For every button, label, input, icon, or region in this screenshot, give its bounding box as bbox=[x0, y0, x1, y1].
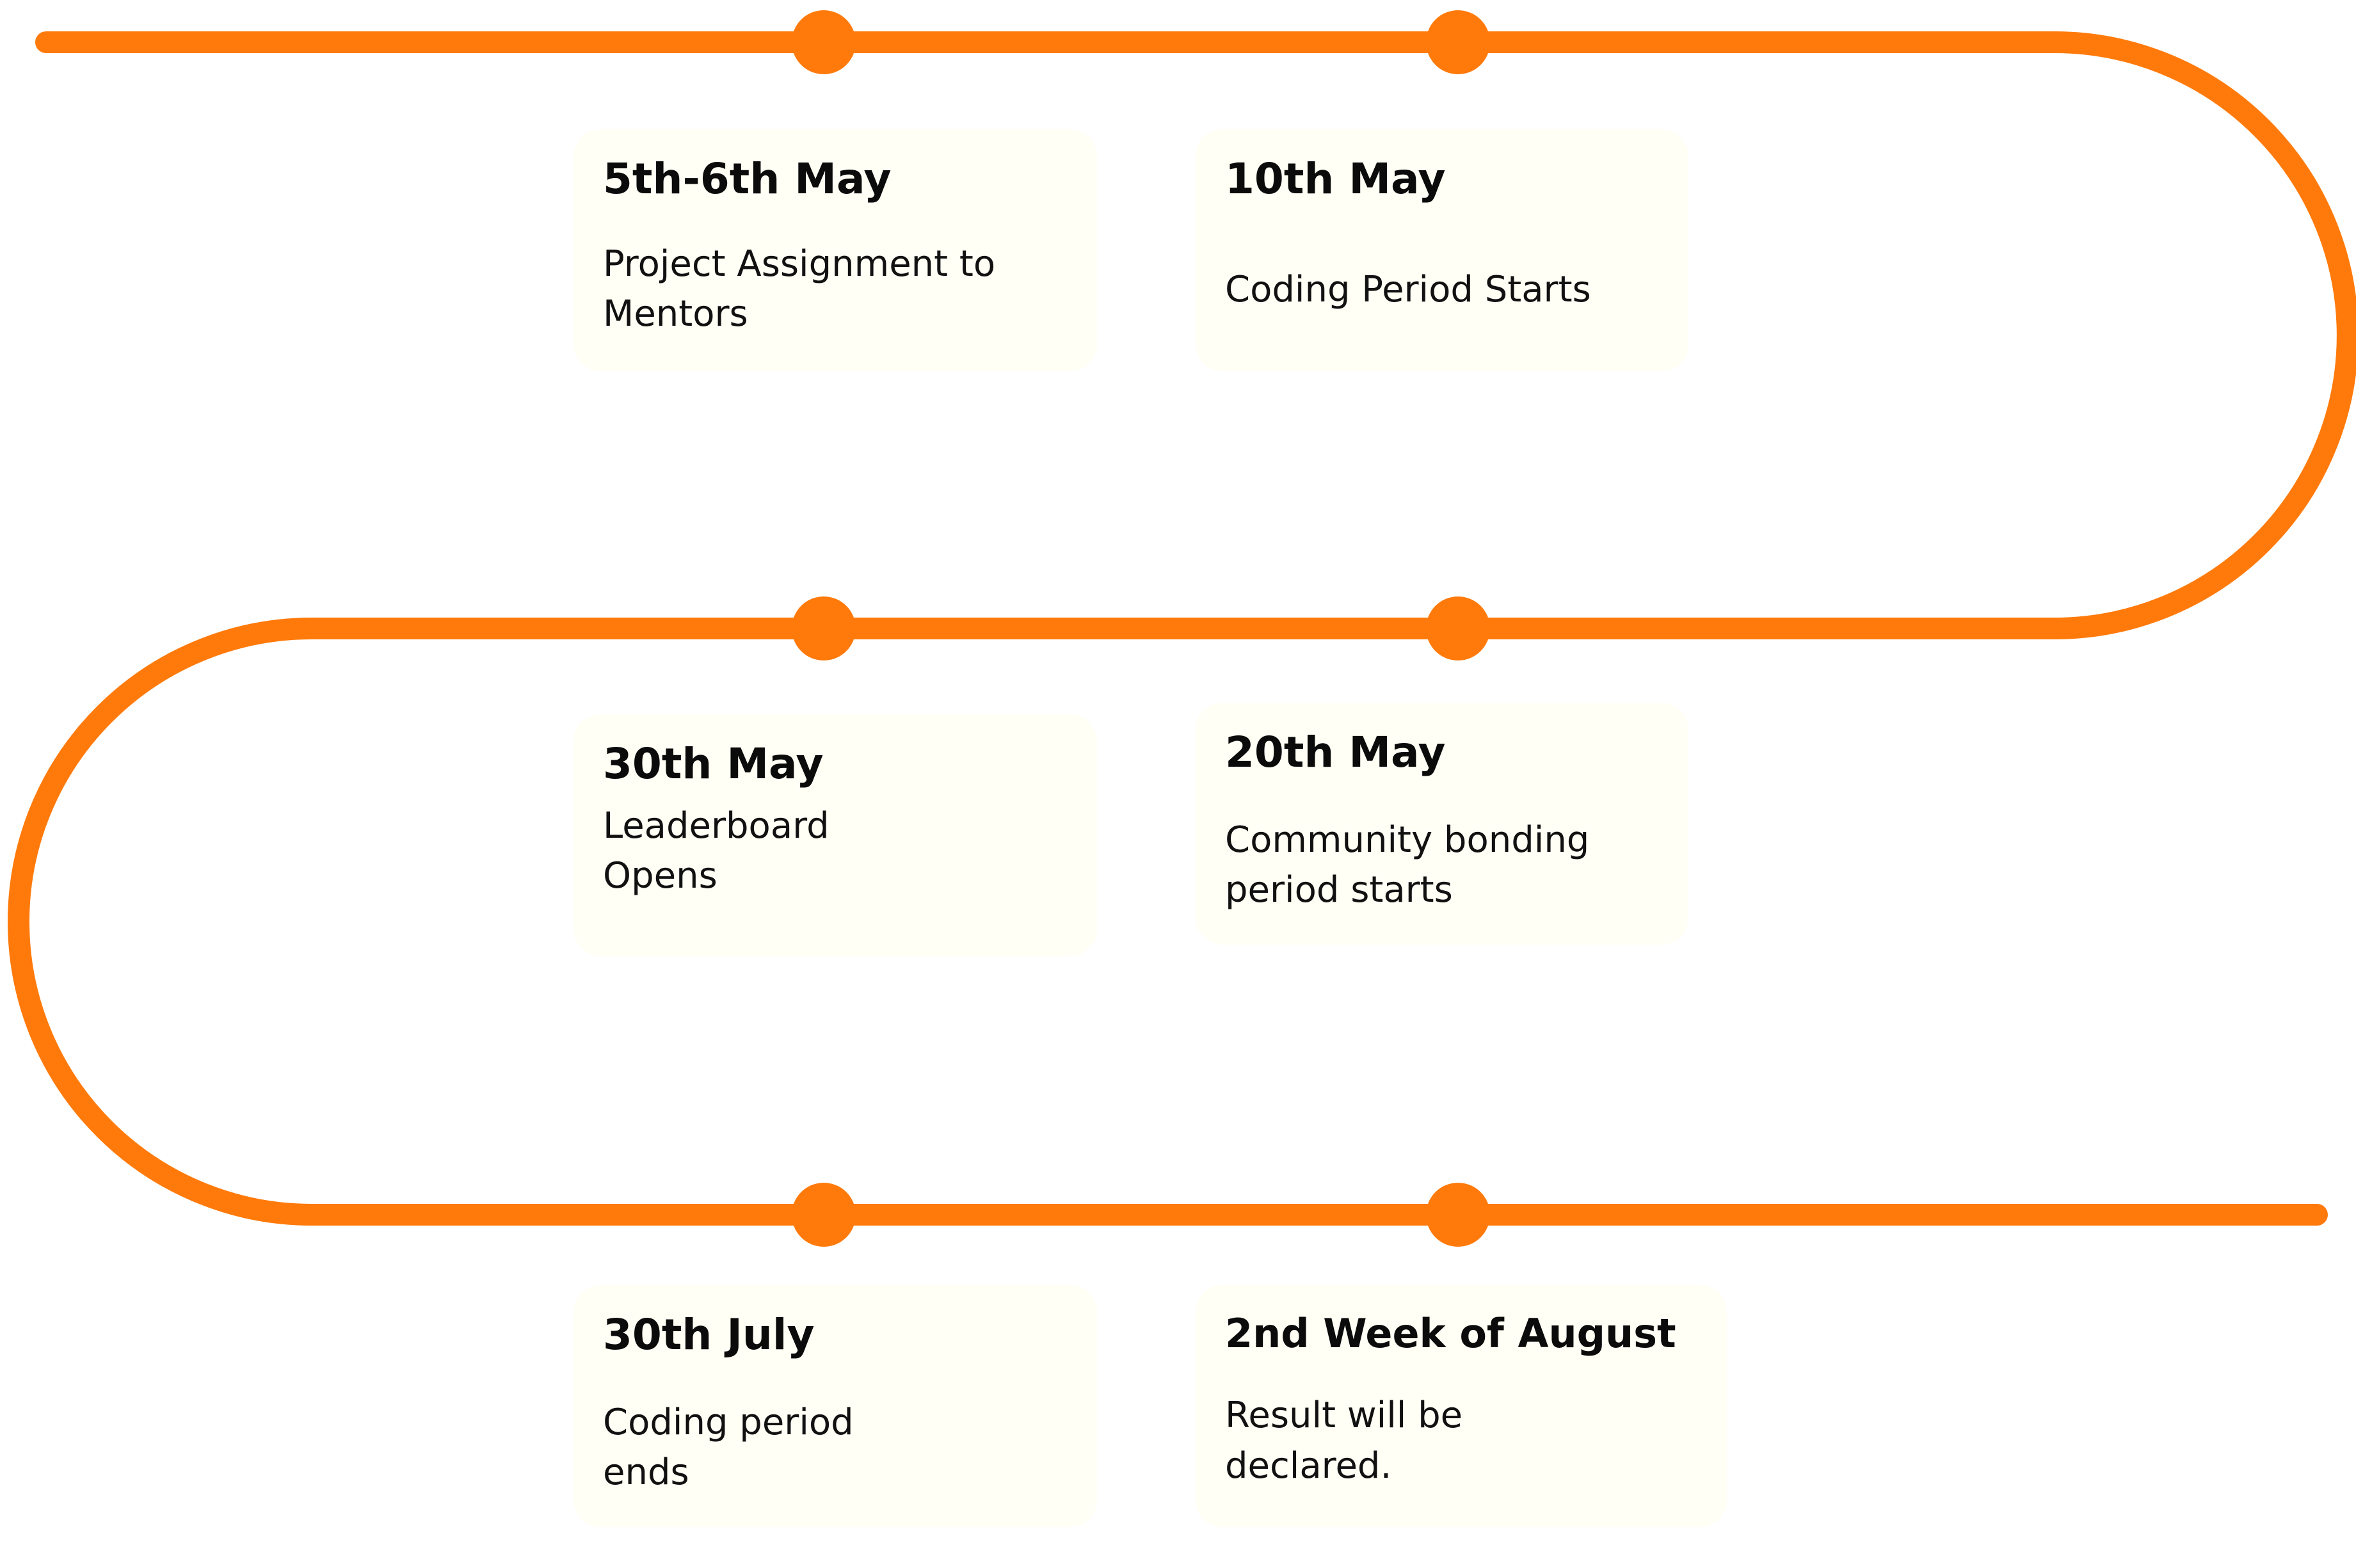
milestone-card: 2nd Week of August Result will be declar… bbox=[1196, 1285, 1727, 1527]
milestone-dot bbox=[1426, 596, 1490, 660]
milestone-description: Coding Period Starts bbox=[1225, 268, 1591, 310]
milestone-date: 2nd Week of August bbox=[1225, 1310, 1676, 1357]
milestone-date: 30th July bbox=[603, 1310, 815, 1359]
milestone-description: Community bonding period starts bbox=[1225, 819, 1590, 911]
milestone-dot bbox=[1426, 1183, 1490, 1247]
milestone-card: 20th May Community bonding period starts bbox=[1196, 703, 1688, 945]
milestone-date: 30th May bbox=[603, 739, 824, 788]
milestone-date: 5th-6th May bbox=[603, 154, 892, 204]
milestone-description: Result will be declared. bbox=[1225, 1395, 1463, 1487]
milestone-dot bbox=[792, 1183, 856, 1247]
milestone-card: 10th May Coding Period Starts bbox=[1196, 129, 1688, 371]
milestone-dot bbox=[1426, 10, 1490, 74]
timeline-line bbox=[8, 31, 2356, 1226]
milestone-description: Project Assignment to Mentors bbox=[603, 243, 996, 335]
milestone-description: Leaderboard Opens bbox=[603, 804, 829, 897]
milestone-card: 30th July Coding period ends bbox=[573, 1285, 1097, 1527]
milestone-card: 5th-6th May Project Assignment to Mentor… bbox=[573, 129, 1097, 371]
milestone-description: Coding period ends bbox=[603, 1401, 854, 1494]
milestone-date: 20th May bbox=[1225, 728, 1446, 777]
milestone-date: 10th May bbox=[1225, 154, 1446, 204]
milestone-dot bbox=[792, 596, 856, 660]
milestone-card: 30th May Leaderboard Opens bbox=[573, 714, 1097, 956]
milestone-dot bbox=[792, 10, 856, 74]
